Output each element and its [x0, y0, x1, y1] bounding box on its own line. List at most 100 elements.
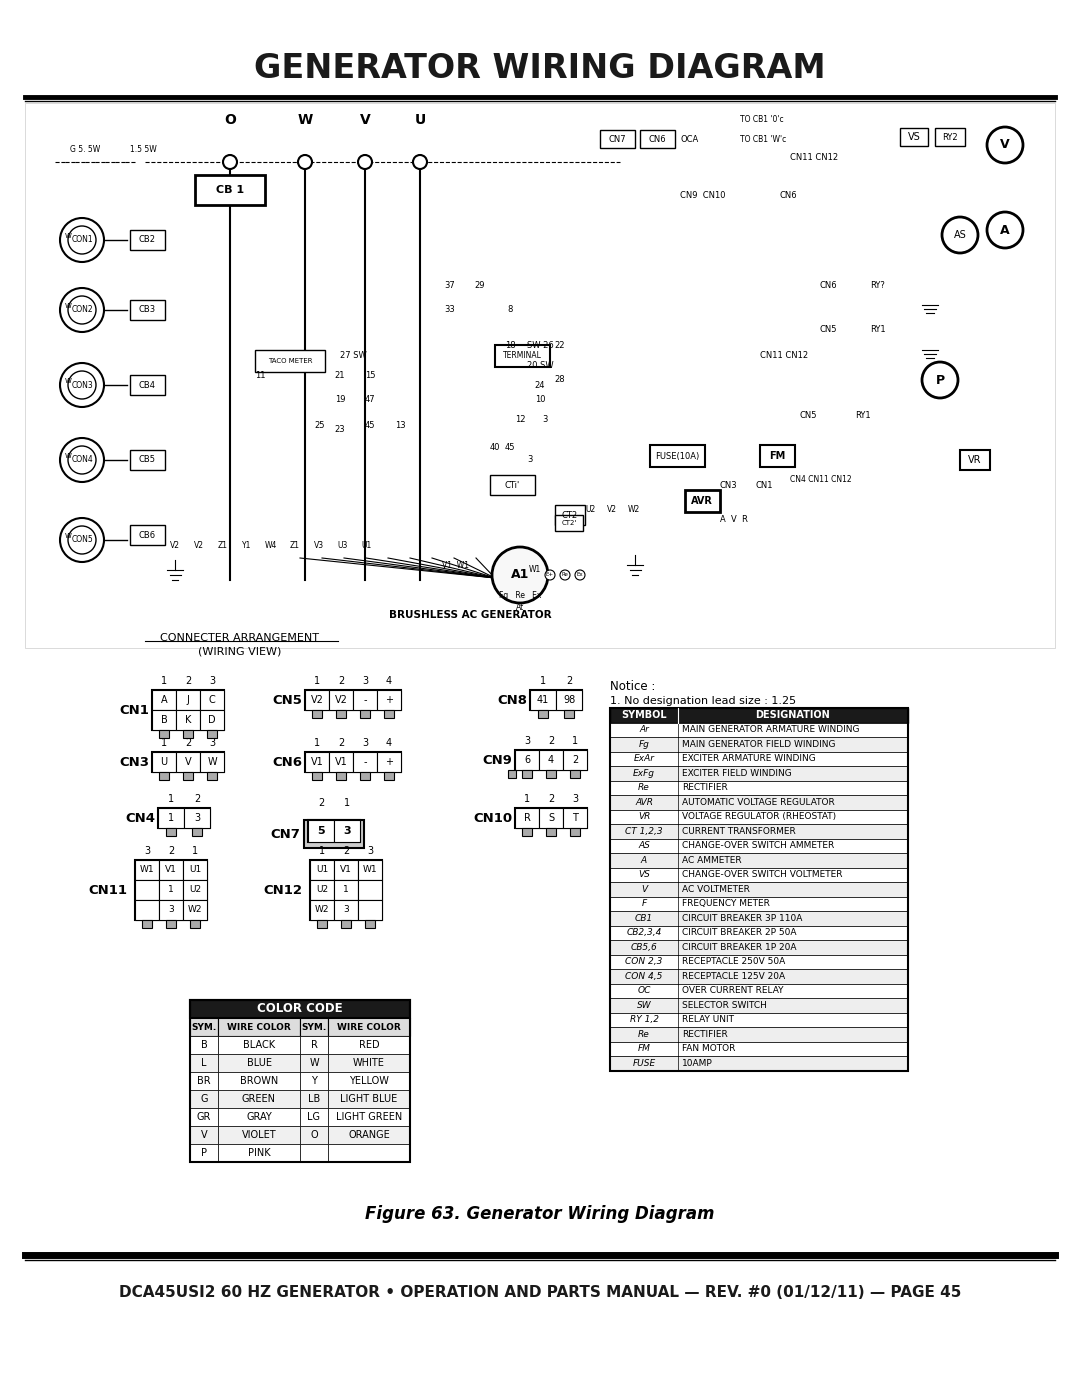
Bar: [303, 820, 364, 848]
Text: OC: OC: [637, 986, 650, 995]
Bar: [329, 752, 353, 773]
Bar: [300, 1090, 328, 1108]
Text: V: V: [360, 113, 370, 127]
Circle shape: [922, 362, 958, 398]
Text: 3: 3: [572, 793, 578, 805]
Text: F: F: [642, 900, 647, 908]
Text: CN9: CN9: [482, 753, 512, 767]
Bar: [200, 710, 224, 731]
Text: +: +: [384, 757, 393, 767]
Text: SYMBOL: SYMBOL: [621, 710, 666, 721]
Text: 19: 19: [335, 395, 346, 405]
Text: CN6: CN6: [780, 190, 798, 200]
Bar: [600, 130, 635, 148]
Bar: [200, 752, 224, 773]
Text: BLUE: BLUE: [246, 1058, 271, 1067]
Text: Z1: Z1: [291, 541, 300, 549]
Bar: [130, 450, 165, 469]
Text: CIRCUIT BREAKER 1P 20A: CIRCUIT BREAKER 1P 20A: [681, 943, 797, 951]
Bar: [218, 1090, 300, 1108]
Bar: [183, 880, 207, 900]
Text: CON 2,3: CON 2,3: [625, 957, 663, 967]
Bar: [305, 752, 401, 773]
Bar: [135, 861, 159, 880]
Text: CB2: CB2: [138, 236, 156, 244]
Bar: [130, 300, 165, 320]
Text: U2: U2: [189, 886, 201, 894]
Text: CB2,3,4: CB2,3,4: [626, 928, 662, 937]
Bar: [166, 921, 176, 928]
Bar: [564, 710, 573, 718]
Bar: [183, 900, 207, 921]
Bar: [610, 997, 908, 1013]
Text: A  V  R: A V R: [720, 515, 747, 524]
Bar: [334, 900, 357, 921]
Text: 5: 5: [318, 826, 325, 835]
Circle shape: [60, 518, 104, 562]
Bar: [300, 1053, 328, 1071]
Text: RY 1,2: RY 1,2: [630, 1016, 659, 1024]
Text: U: U: [415, 113, 426, 127]
Text: U2: U2: [316, 886, 328, 894]
Text: AVR: AVR: [691, 496, 713, 506]
Text: 8: 8: [508, 306, 513, 314]
Text: CN5: CN5: [820, 326, 837, 334]
Text: Ex: Ex: [577, 573, 583, 577]
Text: 1.5 5W: 1.5 5W: [130, 145, 157, 155]
Circle shape: [60, 363, 104, 407]
Bar: [190, 1000, 410, 1162]
Circle shape: [942, 217, 978, 253]
Bar: [0, 0, 1080, 95]
Bar: [158, 807, 210, 828]
Circle shape: [987, 212, 1023, 249]
Text: 3: 3: [524, 736, 530, 746]
Bar: [310, 900, 334, 921]
Text: WIRE COLOR: WIRE COLOR: [337, 1023, 401, 1031]
Text: J: J: [187, 694, 189, 705]
Text: U1: U1: [315, 866, 328, 875]
Text: MAIN GENERATOR FIELD WINDING: MAIN GENERATOR FIELD WINDING: [681, 740, 836, 749]
Text: DESIGNATION: DESIGNATION: [756, 710, 831, 721]
Bar: [135, 880, 159, 900]
Bar: [935, 129, 966, 147]
Bar: [159, 900, 183, 921]
Bar: [341, 921, 351, 928]
Bar: [530, 690, 582, 710]
Bar: [305, 752, 329, 773]
Text: W1: W1: [363, 866, 377, 875]
Text: WIRE COLOR: WIRE COLOR: [227, 1023, 291, 1031]
Text: TERMINAL: TERMINAL: [502, 352, 541, 360]
Text: SYM.: SYM.: [191, 1023, 217, 1031]
Text: 45: 45: [504, 443, 515, 453]
Text: 28: 28: [555, 376, 565, 384]
Text: V: V: [185, 757, 191, 767]
Bar: [610, 722, 908, 738]
Text: CON 4,5: CON 4,5: [625, 972, 663, 981]
Text: 1: 1: [343, 886, 349, 894]
Text: 3: 3: [343, 905, 349, 915]
Text: 2: 2: [194, 793, 200, 805]
Text: CIRCUIT BREAKER 2P 50A: CIRCUIT BREAKER 2P 50A: [681, 928, 797, 937]
Text: GENERATOR WIRING DIAGRAM: GENERATOR WIRING DIAGRAM: [254, 52, 826, 84]
Text: 1: 1: [168, 886, 174, 894]
Text: AC VOLTMETER: AC VOLTMETER: [681, 884, 750, 894]
Bar: [570, 828, 580, 835]
Bar: [610, 954, 908, 970]
Bar: [365, 921, 375, 928]
Text: 3: 3: [527, 455, 532, 464]
Bar: [610, 824, 908, 838]
Bar: [135, 900, 159, 921]
Text: CN6: CN6: [272, 756, 302, 768]
Text: RY1: RY1: [870, 326, 886, 334]
Text: 3: 3: [194, 813, 200, 823]
Bar: [563, 750, 588, 770]
Text: VS: VS: [907, 131, 920, 142]
Text: 2: 2: [566, 676, 572, 686]
Bar: [190, 1018, 218, 1037]
Text: U3: U3: [338, 541, 348, 549]
Text: CB6: CB6: [138, 531, 156, 539]
Text: Y1: Y1: [242, 541, 252, 549]
Text: 10: 10: [535, 395, 545, 405]
Text: RECEPTACLE 125V 20A: RECEPTACLE 125V 20A: [681, 972, 785, 981]
Text: CN3: CN3: [720, 481, 738, 489]
